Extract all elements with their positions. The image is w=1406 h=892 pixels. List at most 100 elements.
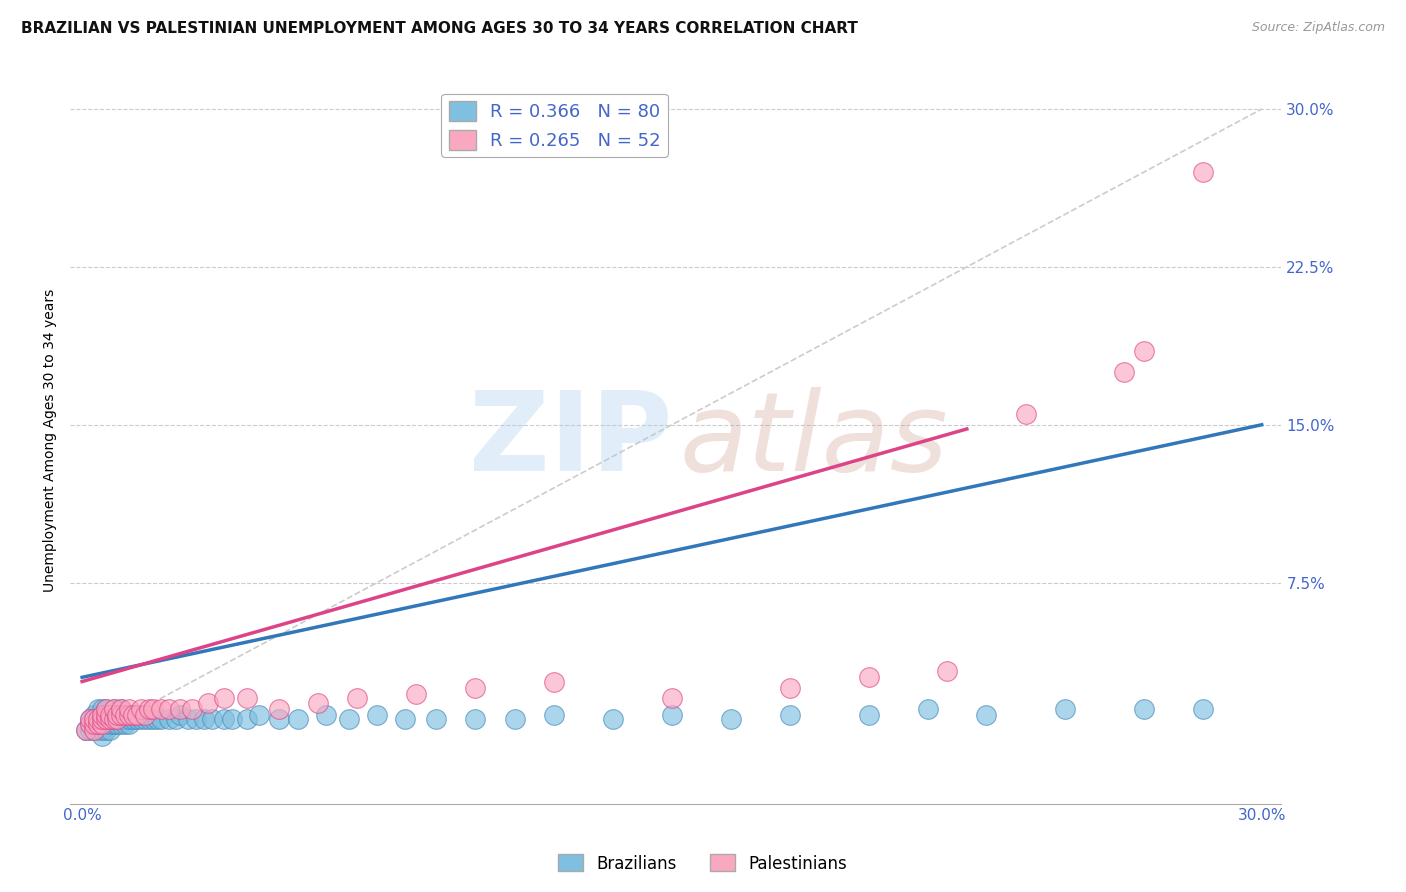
- Point: [94, 702, 117, 716]
- Point: [267, 713, 290, 727]
- Point: [1191, 702, 1213, 716]
- Point: [405, 687, 427, 701]
- Point: [1015, 407, 1038, 421]
- Point: [858, 670, 880, 684]
- Point: [287, 713, 309, 727]
- Point: [75, 723, 97, 737]
- Point: [118, 713, 141, 727]
- Point: [98, 723, 121, 737]
- Point: [110, 702, 132, 716]
- Point: [79, 713, 101, 727]
- Point: [98, 713, 121, 727]
- Point: [1191, 165, 1213, 179]
- Point: [221, 713, 243, 727]
- Point: [90, 729, 112, 743]
- Point: [146, 713, 169, 727]
- Point: [94, 713, 117, 727]
- Point: [94, 713, 117, 727]
- Point: [103, 702, 125, 716]
- Point: [464, 681, 486, 695]
- Point: [142, 702, 165, 716]
- Point: [503, 713, 526, 727]
- Point: [118, 716, 141, 731]
- Point: [98, 708, 121, 723]
- Point: [394, 713, 416, 727]
- Point: [79, 716, 101, 731]
- Point: [79, 723, 101, 737]
- Point: [114, 716, 136, 731]
- Point: [94, 702, 117, 716]
- Point: [1054, 702, 1077, 716]
- Point: [94, 723, 117, 737]
- Point: [720, 713, 742, 727]
- Point: [858, 708, 880, 723]
- Point: [366, 708, 388, 723]
- Point: [247, 708, 270, 723]
- Text: BRAZILIAN VS PALESTINIAN UNEMPLOYMENT AMONG AGES 30 TO 34 YEARS CORRELATION CHAR: BRAZILIAN VS PALESTINIAN UNEMPLOYMENT AM…: [21, 21, 858, 36]
- Point: [464, 713, 486, 727]
- Point: [94, 708, 117, 723]
- Point: [346, 691, 368, 706]
- Text: atlas: atlas: [679, 387, 948, 494]
- Point: [110, 708, 132, 723]
- Point: [94, 708, 117, 723]
- Point: [90, 716, 112, 731]
- Point: [177, 713, 200, 727]
- Point: [87, 716, 110, 731]
- Point: [138, 713, 160, 727]
- Point: [236, 713, 259, 727]
- Point: [134, 713, 156, 727]
- Point: [149, 713, 172, 727]
- Point: [186, 713, 208, 727]
- Point: [107, 708, 129, 723]
- Point: [90, 702, 112, 716]
- Point: [103, 716, 125, 731]
- Point: [75, 723, 97, 737]
- Point: [166, 713, 188, 727]
- Point: [307, 696, 329, 710]
- Point: [90, 713, 112, 727]
- Point: [110, 713, 132, 727]
- Point: [212, 691, 235, 706]
- Point: [79, 713, 101, 727]
- Point: [107, 713, 129, 727]
- Point: [114, 713, 136, 727]
- Point: [917, 702, 939, 716]
- Point: [236, 691, 259, 706]
- Point: [197, 696, 219, 710]
- Point: [90, 716, 112, 731]
- Point: [1132, 344, 1154, 359]
- Point: [129, 702, 152, 716]
- Point: [169, 702, 191, 716]
- Point: [83, 716, 105, 731]
- Point: [122, 708, 145, 723]
- Y-axis label: Unemployment Among Ages 30 to 34 years: Unemployment Among Ages 30 to 34 years: [44, 289, 58, 592]
- Text: ZIP: ZIP: [468, 387, 672, 494]
- Point: [193, 713, 215, 727]
- Point: [661, 691, 683, 706]
- Point: [90, 708, 112, 723]
- Point: [134, 708, 156, 723]
- Point: [90, 723, 112, 737]
- Point: [425, 713, 447, 727]
- Point: [169, 708, 191, 723]
- Point: [83, 716, 105, 731]
- Point: [127, 713, 149, 727]
- Point: [129, 708, 152, 723]
- Point: [98, 708, 121, 723]
- Point: [90, 708, 112, 723]
- Point: [114, 708, 136, 723]
- Point: [118, 708, 141, 723]
- Point: [98, 713, 121, 727]
- Point: [779, 708, 801, 723]
- Point: [83, 723, 105, 737]
- Point: [107, 716, 129, 731]
- Point: [201, 713, 224, 727]
- Point: [110, 702, 132, 716]
- Legend: Brazilians, Palestinians: Brazilians, Palestinians: [551, 847, 855, 880]
- Point: [127, 708, 149, 723]
- Point: [138, 702, 160, 716]
- Point: [103, 702, 125, 716]
- Point: [936, 664, 959, 678]
- Point: [122, 713, 145, 727]
